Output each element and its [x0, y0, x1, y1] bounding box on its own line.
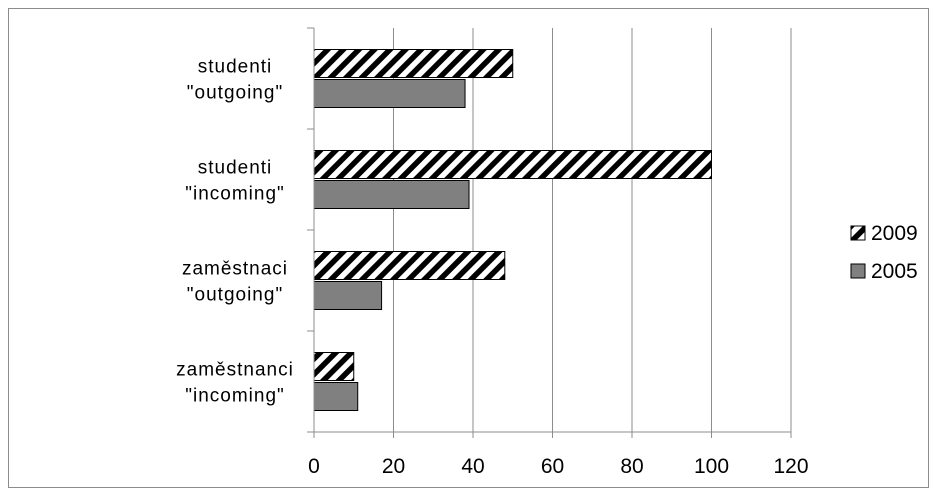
- bar-2005: [313, 281, 383, 310]
- x-tick-label: 120: [773, 455, 808, 478]
- category-labels: studenti "outgoing" studenti "incoming" zamě…: [176, 57, 294, 407]
- category-label: "incoming": [185, 184, 285, 205]
- x-tick-label: 40: [461, 455, 484, 478]
- bar-2009: [313, 352, 355, 381]
- chart-frame: [8, 8, 929, 488]
- category-label: "outgoing": [187, 285, 283, 306]
- x-tick-label: 20: [382, 455, 405, 478]
- legend-label-2009: 2009: [871, 222, 918, 245]
- bar-2005: [313, 382, 359, 411]
- bar-2009: [313, 251, 506, 280]
- legend-swatch-2005: [850, 263, 866, 279]
- category-label: studenti: [198, 57, 273, 78]
- x-tick-label: 80: [620, 455, 643, 478]
- category-label: zaměstnanci: [176, 360, 294, 381]
- legend-swatch-2009: [850, 225, 866, 241]
- category-label: "incoming": [185, 386, 285, 407]
- bar-2009: [313, 49, 514, 78]
- bar-2009: [313, 150, 712, 179]
- x-tick-labels: 0 20 40 60 80 100 120: [308, 455, 808, 478]
- x-tick-label: 100: [694, 455, 729, 478]
- category-label: "outgoing": [187, 83, 283, 104]
- axes: [307, 27, 792, 438]
- bar-2005: [313, 79, 466, 108]
- category-label: zaměstnaci: [182, 259, 288, 280]
- legend: 2009 2005: [850, 222, 918, 283]
- bars: [313, 49, 712, 411]
- category-label: studenti: [198, 158, 273, 179]
- bar-2005: [313, 180, 470, 209]
- x-tick-label: 0: [308, 455, 320, 478]
- legend-label-2005: 2005: [871, 260, 918, 283]
- x-tick-label: 60: [541, 455, 564, 478]
